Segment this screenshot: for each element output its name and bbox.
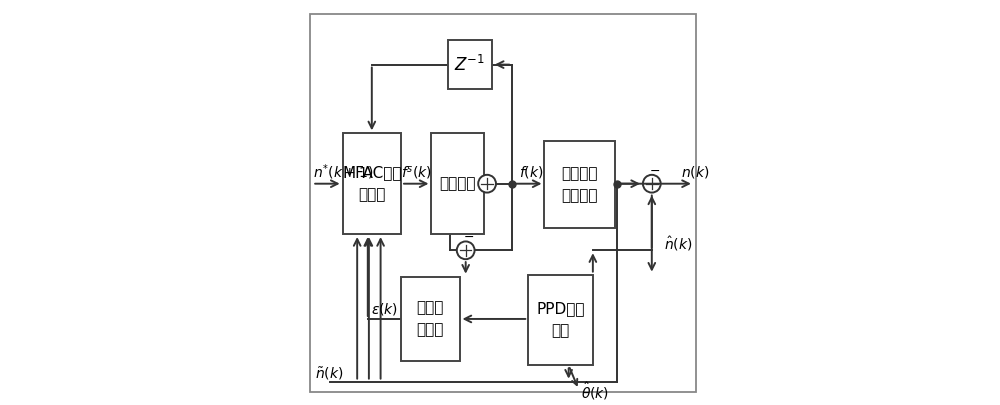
Text: $\hat{n}(k)$: $\hat{n}(k)$	[664, 235, 692, 254]
Text: $f^s(k)$: $f^s(k)$	[401, 164, 432, 181]
Bar	[343, 133, 401, 234]
Text: 约束条件: 约束条件	[439, 176, 476, 191]
Circle shape	[478, 175, 496, 193]
Bar	[544, 141, 615, 228]
Bar	[448, 40, 492, 89]
Text: 超声电机
伺服系统: 超声电机 伺服系统	[561, 166, 598, 203]
Circle shape	[643, 175, 661, 193]
Text: $Z^{-1}$: $Z^{-1}$	[454, 55, 485, 75]
Text: $n(k)$: $n(k)$	[681, 164, 709, 180]
Text: $-$: $-$	[649, 164, 660, 177]
Text: $f(k)$: $f(k)$	[519, 164, 544, 180]
Circle shape	[457, 241, 475, 259]
Bar	[431, 133, 484, 234]
Bar	[528, 275, 593, 365]
Text: $\varepsilon(k)$: $\varepsilon(k)$	[371, 301, 398, 317]
Text: $n^{*}(k+1)$: $n^{*}(k+1)$	[313, 162, 374, 182]
Text: $\tilde{n}(k)$: $\tilde{n}(k)$	[315, 365, 344, 382]
Text: PPD估计
算法: PPD估计 算法	[536, 301, 585, 339]
Text: 抗饱和
补偿器: 抗饱和 补偿器	[417, 301, 444, 337]
Text: $\hat{\theta}(k)$: $\hat{\theta}(k)$	[581, 381, 609, 402]
Text: MFAC滑模
控制器: MFAC滑模 控制器	[342, 165, 402, 202]
Bar	[401, 277, 460, 361]
Text: $-$: $-$	[463, 230, 474, 243]
